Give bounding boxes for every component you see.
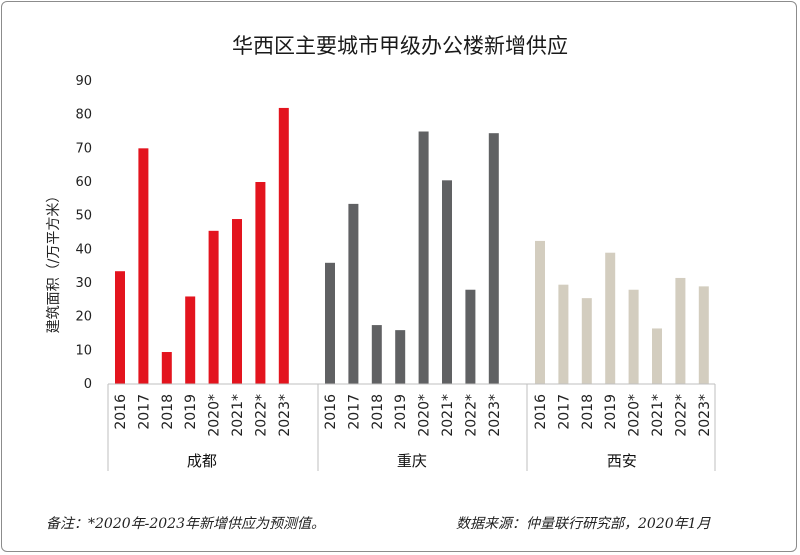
- y-tick-label: 40: [75, 242, 92, 257]
- x-tick-label: 2018: [160, 394, 176, 430]
- bar: [278, 107, 289, 384]
- bar: [115, 271, 125, 384]
- x-tick-label: 2017: [346, 394, 362, 430]
- bar: [652, 328, 662, 384]
- source-note: 数据来源：仲量联行研究部，2020年1月: [456, 516, 711, 532]
- bar: [628, 289, 639, 384]
- x-tick-label: 2016: [113, 394, 129, 430]
- x-tick-label: 2022*: [463, 394, 479, 437]
- y-tick-label: 50: [75, 209, 92, 224]
- bar: [418, 131, 429, 384]
- x-tick-label: 2017: [556, 394, 572, 430]
- x-tick-label: 2016: [323, 394, 339, 430]
- group-label: 成都: [187, 452, 217, 470]
- y-axis-label: 建筑面积（/万平方米）: [46, 189, 62, 334]
- bar: [558, 284, 569, 384]
- group-label: 西安: [607, 452, 637, 470]
- y-tick-label: 30: [75, 276, 92, 291]
- bar: [442, 180, 452, 384]
- bar: [232, 219, 242, 384]
- group-label: 重庆: [397, 452, 427, 470]
- x-tick-label: 2023*: [277, 394, 293, 437]
- x-tick-label: 2020*: [207, 394, 223, 437]
- bar: [488, 133, 499, 384]
- x-tick-label: 2018: [370, 394, 386, 430]
- y-tick-label: 20: [75, 310, 92, 325]
- y-tick-label: 80: [75, 108, 92, 123]
- x-tick-label: 2021*: [440, 394, 456, 437]
- x-tick-label: 2023*: [697, 394, 713, 437]
- bar: [535, 240, 545, 384]
- x-tick-label: 2021*: [230, 394, 246, 437]
- bar: [395, 330, 406, 384]
- x-tick-label: 2019: [183, 394, 199, 430]
- y-tick-label: 60: [75, 175, 92, 190]
- y-tick-label: 90: [75, 74, 92, 89]
- bar: [208, 230, 219, 384]
- y-tick-label: 70: [75, 141, 92, 156]
- bar: [371, 325, 382, 384]
- bar: [675, 277, 686, 384]
- bar: [605, 252, 616, 384]
- bar: [161, 352, 172, 384]
- x-axis: 2016 2017 2018 2019 2020* 2021* 2022* 2023* 成都 20…: [107, 383, 716, 471]
- bar: [581, 298, 592, 384]
- y-axis: 0 10 20 30 40 50 60 70 80 90: [75, 74, 92, 392]
- x-tick-label: 2022*: [253, 394, 269, 437]
- x-tick-label: 2016: [533, 394, 549, 430]
- bar: [325, 262, 335, 384]
- x-tick-label: 2020*: [417, 394, 433, 437]
- y-tick-label: 10: [75, 343, 92, 358]
- x-tick-label: 2018: [580, 394, 596, 430]
- x-tick-label: 2023*: [487, 394, 503, 437]
- x-tick-label: 2019: [393, 394, 409, 430]
- bar: [138, 148, 149, 384]
- bar: [348, 203, 359, 384]
- bars: [115, 107, 709, 384]
- chart-title: 华西区主要城市甲级办公楼新增供应: [232, 34, 568, 58]
- x-tick-label: 2017: [136, 394, 152, 430]
- y-tick-label: 0: [84, 377, 92, 392]
- x-tick-label: 2020*: [627, 394, 643, 437]
- x-tick-label: 2022*: [673, 394, 689, 437]
- bar: [185, 296, 196, 384]
- bar: [698, 286, 709, 384]
- bar: [465, 289, 476, 384]
- bar: [255, 182, 266, 384]
- x-tick-label: 2021*: [650, 394, 666, 437]
- x-tick-label: 2019: [603, 394, 619, 430]
- footnote: 备注：*2020年-2023年新增供应为预测值。: [46, 516, 325, 532]
